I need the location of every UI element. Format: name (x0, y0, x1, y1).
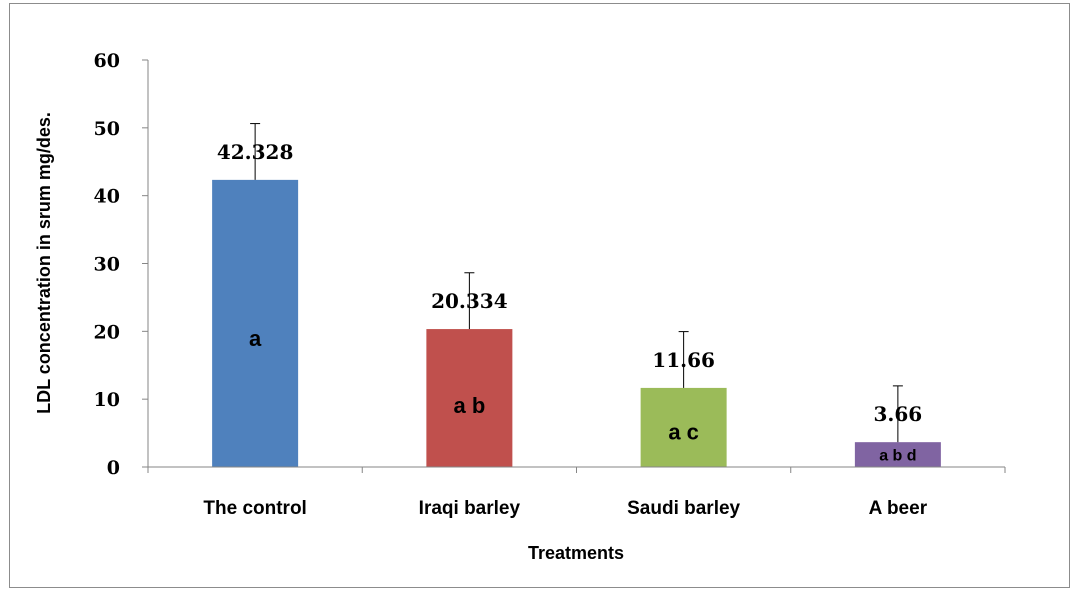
bar (426, 329, 513, 467)
y-tick-label: 40 (94, 186, 120, 208)
y-tick-label: 60 (94, 50, 120, 72)
x-axis-title: Treatments (528, 543, 624, 563)
bar (640, 387, 727, 467)
significance-letters: a b d (879, 448, 916, 465)
significance-letters: a b (453, 393, 485, 418)
x-tick-label: Saudi barley (627, 498, 740, 519)
x-tick-label: A beer (869, 498, 928, 519)
y-tick-label: 20 (94, 321, 120, 343)
value-label: 11.66 (652, 348, 715, 372)
y-tick-label: 30 (94, 254, 120, 276)
value-label: 3.66 (874, 402, 923, 426)
x-tick-label: Iraqi barley (419, 498, 521, 519)
y-tick-label: 0 (107, 457, 120, 479)
y-axis-title: LDL concentration in srum mg/des. (34, 112, 54, 414)
bar (212, 179, 299, 467)
significance-letters: a c (668, 419, 699, 444)
y-tick-label: 10 (94, 389, 120, 411)
bar (854, 442, 941, 467)
value-label: 20.334 (431, 289, 508, 313)
y-tick-label: 50 (94, 118, 120, 140)
significance-letters: a (249, 326, 262, 351)
x-tick-label: The control (203, 498, 306, 519)
chart-frame (9, 3, 1070, 588)
value-label: 42.328 (217, 140, 294, 164)
